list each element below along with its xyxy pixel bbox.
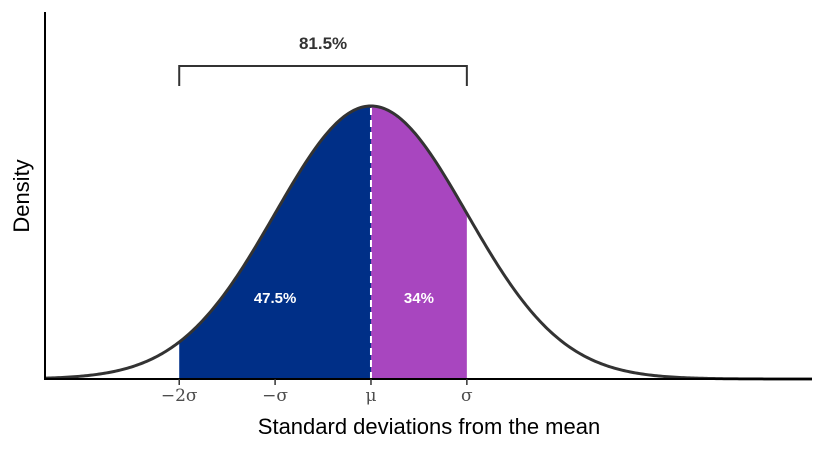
region-label-1: 34% <box>404 290 434 307</box>
x-tick-label-3: σ <box>461 386 473 406</box>
y-axis-label: Density <box>9 159 34 232</box>
bracket-label: 81.5% <box>299 34 347 53</box>
x-axis-label: Standard deviations from the mean <box>258 414 600 439</box>
x-tick-labels: −2σ −σ μ σ <box>161 379 473 406</box>
region-area-1 <box>370 106 467 379</box>
x-tick-label-2: μ <box>365 386 376 406</box>
percentage-bracket <box>178 65 468 86</box>
region-area-0 <box>179 106 371 379</box>
region-labels: 47.5% 34% <box>254 290 434 307</box>
density-curve <box>44 104 812 381</box>
x-tick-label-0: −2σ <box>161 386 198 406</box>
x-tick-label-1: −σ <box>262 386 288 406</box>
region-label-0: 47.5% <box>254 290 297 307</box>
shaded-regions <box>179 106 467 379</box>
